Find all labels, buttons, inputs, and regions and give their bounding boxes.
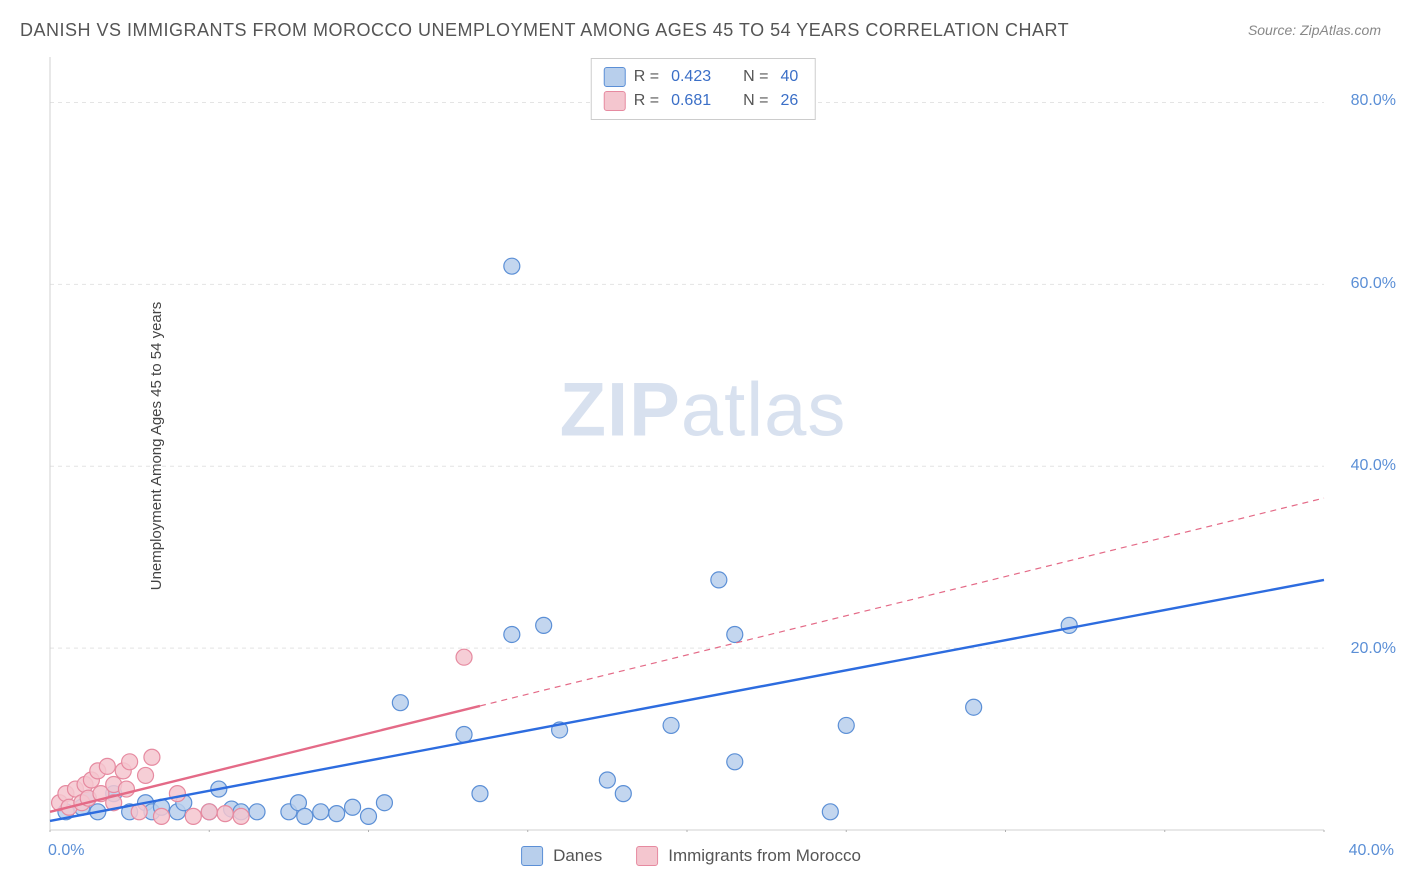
series-legend: Danes Immigrants from Morocco bbox=[521, 846, 885, 866]
legend-n-value: 40 bbox=[780, 68, 798, 86]
legend-swatch bbox=[636, 846, 658, 866]
y-tick-label: 40.0% bbox=[1351, 457, 1396, 475]
legend-r-value: 0.423 bbox=[671, 68, 711, 86]
legend-n-value: 26 bbox=[780, 92, 798, 110]
series-label: Immigrants from Morocco bbox=[668, 846, 861, 866]
legend-swatch bbox=[604, 91, 626, 111]
source-label: Source: bbox=[1248, 22, 1296, 38]
legend-n-label: N = bbox=[743, 68, 768, 86]
legend-r-label: R = bbox=[634, 92, 659, 110]
legend-swatch bbox=[521, 846, 543, 866]
x-tick-label: 0.0% bbox=[48, 842, 84, 860]
source-value: ZipAtlas.com bbox=[1300, 22, 1381, 38]
chart-plot-area bbox=[48, 55, 1326, 832]
correlation-legend: R = 0.423 N = 40 R = 0.681 N = 26 bbox=[591, 58, 816, 120]
x-tick-label: 40.0% bbox=[1349, 842, 1394, 860]
y-tick-label: 80.0% bbox=[1351, 92, 1396, 110]
chart-title: DANISH VS IMMIGRANTS FROM MOROCCO UNEMPL… bbox=[20, 20, 1069, 41]
y-tick-label: 20.0% bbox=[1351, 640, 1396, 658]
series-label: Danes bbox=[553, 846, 602, 866]
legend-r-label: R = bbox=[634, 68, 659, 86]
y-tick-label: 60.0% bbox=[1351, 275, 1396, 293]
legend-n-label: N = bbox=[743, 92, 768, 110]
legend-r-value: 0.681 bbox=[671, 92, 711, 110]
source-attribution: Source: ZipAtlas.com bbox=[1248, 22, 1381, 38]
scatter-chart-svg bbox=[48, 55, 1326, 832]
legend-row: R = 0.423 N = 40 bbox=[604, 65, 803, 89]
legend-swatch bbox=[604, 67, 626, 87]
legend-row: R = 0.681 N = 26 bbox=[604, 89, 803, 113]
